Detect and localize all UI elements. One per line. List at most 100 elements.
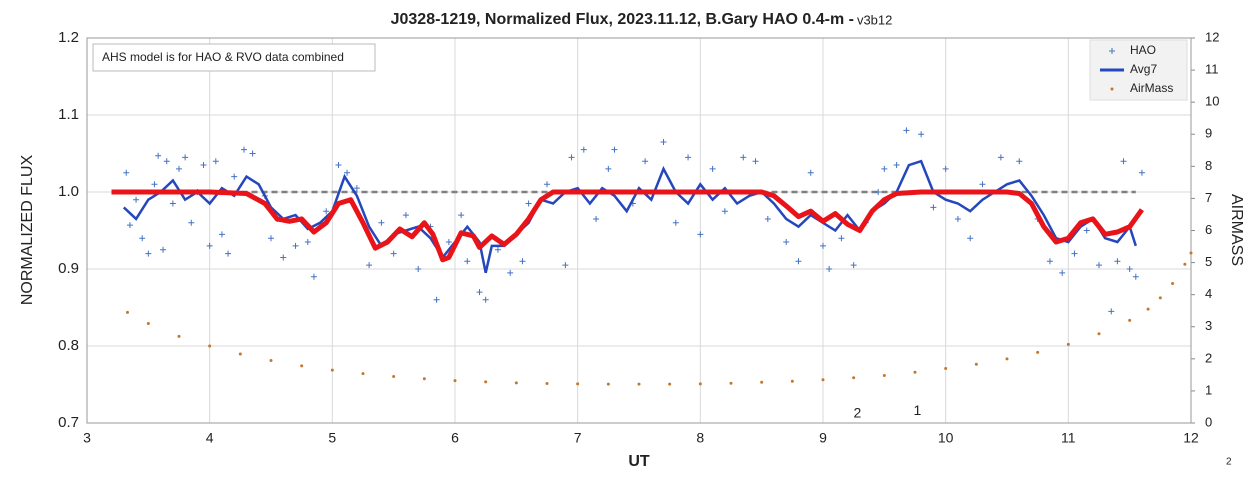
- y2-tick-label: 8: [1205, 158, 1212, 173]
- y2-tick-label: 9: [1205, 126, 1212, 141]
- hao-point: [721, 208, 728, 215]
- y2-tick-label: 7: [1205, 190, 1212, 205]
- hao-point: [672, 219, 679, 226]
- hao-point: [838, 235, 845, 242]
- y2-tick-label: 12: [1205, 29, 1219, 44]
- hao-point: [126, 222, 133, 229]
- y-tick-label: 0.7: [58, 414, 79, 431]
- airmass-point: [1066, 342, 1070, 346]
- hao-point: [292, 242, 299, 249]
- hao-point: [445, 239, 452, 246]
- hao-point: [123, 169, 130, 176]
- airmass-point: [545, 382, 549, 386]
- hao-point: [458, 212, 465, 219]
- y2-axis-label: AIRMASS: [1228, 194, 1245, 266]
- hao-point: [918, 131, 925, 138]
- y2-tick-label: 2: [1205, 350, 1212, 365]
- airmass-point: [208, 344, 212, 348]
- airmass-point: [913, 370, 917, 374]
- airmass-point: [698, 382, 702, 386]
- airmass-point: [238, 352, 242, 356]
- x-tick-label: 4: [206, 430, 214, 446]
- hao-point: [903, 127, 910, 134]
- hao-point: [954, 215, 961, 222]
- hao-point: [568, 154, 575, 161]
- chart-title: J0328-1219, Normalized Flux, 2023.11.12,…: [391, 11, 854, 28]
- x-tick-label: 10: [938, 430, 954, 446]
- hao-point: [433, 296, 440, 303]
- hao-point: [764, 215, 771, 222]
- y-tick-label: 0.9: [58, 260, 79, 277]
- hao-point: [930, 204, 937, 211]
- airmass-point: [974, 362, 978, 366]
- x-tick-label: 11: [1061, 430, 1076, 446]
- airmass-point: [852, 376, 856, 380]
- airmass-point: [606, 382, 610, 386]
- y2-tick-label: 10: [1205, 94, 1219, 109]
- hao-point: [188, 219, 195, 226]
- hao-point: [709, 165, 716, 172]
- y2-tick-label: 0: [1205, 414, 1212, 429]
- hao-point: [310, 273, 317, 280]
- hao-point: [494, 246, 501, 253]
- hao-point: [304, 239, 311, 246]
- airmass-point: [1097, 332, 1101, 336]
- hao-point: [151, 181, 158, 188]
- hao-point: [605, 165, 612, 172]
- page-number: 2: [1226, 457, 1232, 468]
- hao-point: [1071, 250, 1078, 257]
- hao-point: [335, 162, 342, 169]
- airmass-point: [300, 364, 304, 368]
- y-axis-label: NORMALIZED FLUX: [19, 155, 36, 306]
- avg7-line: [122, 159, 1137, 274]
- airmass-point: [392, 374, 396, 378]
- airmass-point: [125, 310, 129, 314]
- hao-point: [685, 154, 692, 161]
- hao-point: [807, 169, 814, 176]
- legend-label: HAO: [1130, 43, 1156, 57]
- airmass-point: [1171, 281, 1175, 285]
- x-tick-label: 3: [83, 430, 91, 446]
- hao-point: [1016, 158, 1023, 165]
- hao-point: [176, 165, 182, 172]
- hao-point: [1126, 266, 1133, 272]
- airmass-point: [484, 380, 488, 384]
- airmass-point: [1005, 357, 1009, 361]
- hao-point: [212, 158, 219, 165]
- hao-point: [344, 169, 351, 176]
- hao-point: [206, 242, 213, 249]
- hao-point: [241, 146, 248, 153]
- hao-point: [660, 138, 667, 145]
- hao-point: [464, 258, 471, 265]
- hao-point: [783, 239, 790, 246]
- model-line: [111, 189, 1144, 263]
- hao-point: [280, 254, 287, 261]
- hao-point: [593, 215, 600, 222]
- hao-point: [163, 158, 170, 165]
- legend-swatch: [1110, 87, 1114, 91]
- y2-tick-label: 4: [1205, 286, 1212, 301]
- hao-point: [268, 235, 274, 242]
- hao-point: [1120, 158, 1127, 165]
- legend-swatch: [1109, 48, 1115, 54]
- airmass-point: [177, 334, 181, 338]
- hao-point: [225, 250, 232, 257]
- hao-point: [139, 235, 146, 242]
- hao-point: [519, 258, 526, 265]
- hao-point: [997, 154, 1004, 161]
- x-tick-label: 12: [1183, 430, 1199, 446]
- chart-subtitle: v3b12: [857, 12, 892, 27]
- airmass-point: [1158, 296, 1162, 300]
- y-tick-label: 1.1: [58, 106, 79, 123]
- hao-point: [611, 146, 618, 153]
- hao-point: [967, 235, 974, 242]
- hao-point: [850, 262, 857, 269]
- hao-point: [323, 208, 330, 215]
- hao-point: [826, 266, 833, 272]
- hao-point: [525, 200, 532, 207]
- hao-point: [390, 250, 397, 257]
- hao-point: [795, 258, 802, 265]
- y-tick-label: 0.8: [58, 337, 79, 354]
